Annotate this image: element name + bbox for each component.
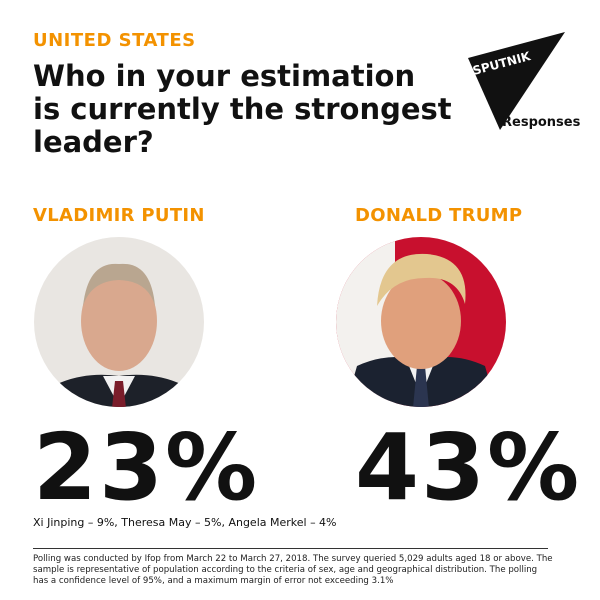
logo-shape bbox=[468, 32, 565, 130]
leader-name: VLADIMIR PUTIN bbox=[33, 205, 205, 226]
logo-label: Responses bbox=[502, 115, 580, 130]
photo bbox=[336, 237, 506, 407]
title-line: Who in your estimation bbox=[33, 59, 416, 93]
title-line: leader? bbox=[33, 125, 154, 159]
percent: 43% bbox=[355, 414, 582, 521]
logo: SPUTNIK Responses bbox=[468, 32, 580, 130]
title: Who in your estimation is currently the … bbox=[33, 60, 452, 159]
others: Xi Jinping – 9%, Theresa May – 5%, Angel… bbox=[33, 516, 337, 529]
footnote: Polling was conducted by Ifop from March… bbox=[33, 554, 553, 586]
photo bbox=[34, 237, 204, 407]
title-line: is currently the strongest bbox=[33, 92, 452, 126]
divider bbox=[33, 548, 548, 549]
leader-name: DONALD TRUMP bbox=[355, 205, 523, 226]
region: UNITED STATES bbox=[33, 30, 196, 51]
percent: 23% bbox=[33, 414, 260, 521]
